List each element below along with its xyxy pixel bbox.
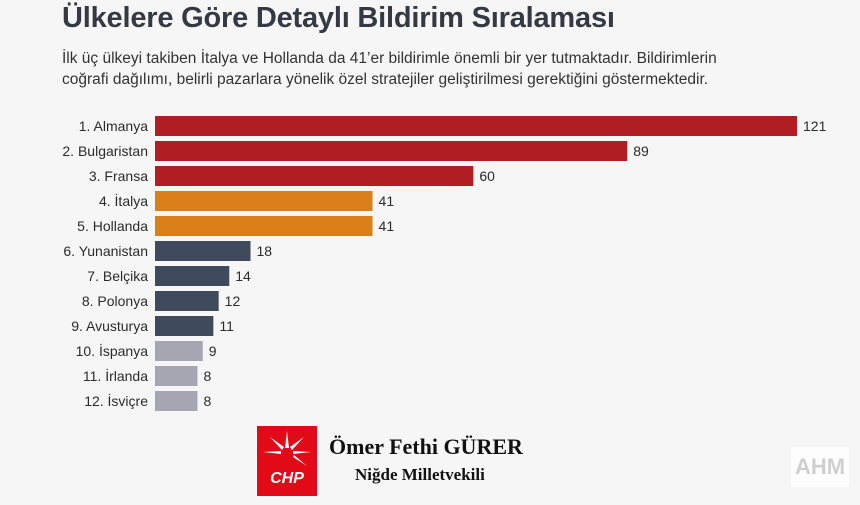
bar [155, 116, 797, 136]
value-label: 11 [219, 318, 234, 334]
six-arrows-icon [263, 431, 311, 466]
page-title: Ülkelere Göre Detaylı Bildirim Sıralamas… [62, 2, 615, 34]
category-label: 6. Yunanistan [63, 243, 148, 259]
bar [155, 391, 198, 411]
bar [155, 141, 628, 161]
category-label: 8. Polonya [82, 293, 148, 309]
category-label: 11. İrlanda [83, 367, 148, 384]
chp-logo: CHP [257, 426, 317, 496]
bar [155, 291, 219, 311]
bar [155, 366, 198, 386]
bar [155, 241, 251, 261]
category-label: 3. Fransa [89, 168, 148, 184]
value-label: 14 [235, 268, 251, 284]
category-label: 1. Almanya [79, 118, 148, 134]
value-label: 12 [225, 293, 241, 309]
value-label: 18 [257, 243, 273, 259]
watermark-logo: AHM [791, 447, 849, 487]
bar [155, 216, 373, 236]
author-role: Niğde Milletvekili [355, 465, 485, 484]
category-label: 7. Belçika [87, 268, 148, 284]
value-label: 8 [203, 368, 211, 384]
value-label: 89 [633, 143, 649, 159]
subtitle-line-1: İlk üç ülkeyi takiben İtalya ve Hollanda… [62, 50, 717, 67]
bar [155, 166, 474, 186]
author-name: Ömer Fethi GÜRER [329, 434, 523, 459]
value-label: 60 [479, 168, 495, 184]
category-label: 12. İsviçre [84, 392, 148, 409]
category-label: 5. Hollanda [77, 218, 148, 234]
category-label: 2. Bulgaristan [62, 143, 148, 159]
value-label: 8 [203, 393, 211, 409]
bar [155, 341, 203, 361]
category-label: 10. İspanya [76, 342, 149, 359]
value-label: 9 [209, 343, 217, 359]
subtitle-line-2: coğrafi dağılımı, belirli pazarlara yöne… [62, 71, 709, 88]
bar [155, 266, 230, 286]
category-label: 4. İtalya [99, 192, 148, 209]
value-label: 41 [379, 218, 395, 234]
bar [155, 316, 214, 336]
value-label: 121 [803, 118, 827, 134]
category-label: 9. Avusturya [71, 318, 148, 334]
logo-text: CHP [270, 470, 304, 487]
value-label: 41 [379, 193, 395, 209]
subtitle: İlk üç ülkeyi takiben İtalya ve Hollanda… [62, 48, 842, 90]
bar [155, 191, 373, 211]
